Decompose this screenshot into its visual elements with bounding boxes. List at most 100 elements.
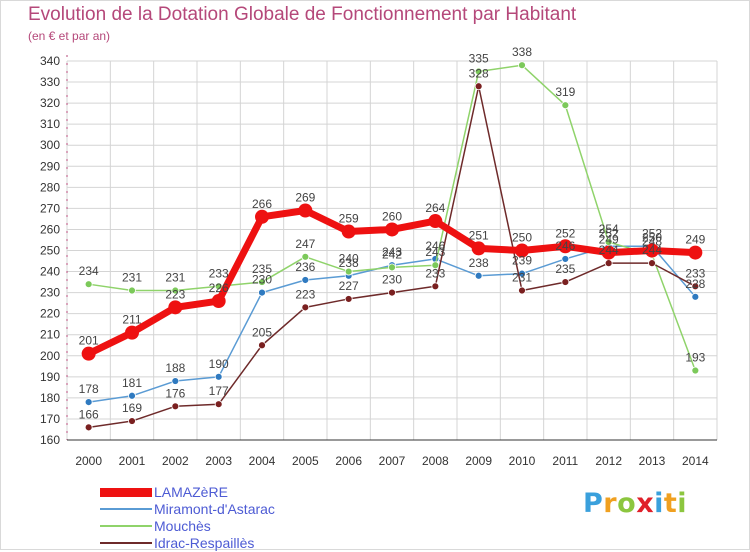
data-point [298,203,313,218]
data-point [604,259,613,268]
y-tick-label: 210 [40,328,60,342]
chart-subtitle: (en € et par an) [28,29,111,43]
data-label: 223 [165,287,185,301]
data-label: 205 [252,325,272,339]
data-point [518,286,526,295]
data-label: 188 [165,361,185,375]
y-tick-label: 340 [40,54,60,68]
data-point [255,209,269,224]
data-point [558,239,573,254]
data-point [214,400,223,409]
data-label: 264 [425,201,445,215]
data-label: 260 [382,209,402,223]
data-point [258,278,266,286]
data-label: 243 [425,245,445,259]
x-tick-label: 2004 [249,454,276,468]
data-label: 246 [425,239,445,253]
x-tick-label: 2005 [292,454,319,468]
data-point [341,224,356,239]
x-tick-label: 2001 [119,454,146,468]
x-tick-label: 2000 [75,454,102,468]
series-layer [81,61,703,432]
data-label: 244 [599,243,619,257]
data-label: 169 [122,401,142,415]
data-label: 319 [555,85,575,99]
y-tick-label: 230 [40,286,60,300]
data-point [604,238,613,246]
data-point [214,282,223,291]
legend-label: Miramont-d'Astarac [154,501,275,517]
data-point [84,423,93,432]
legend-swatch-idrac [100,542,152,544]
logo-letter: r [603,488,618,519]
logo-letter: P [583,488,604,519]
data-label: 252 [555,226,575,240]
data-label: 243 [382,245,402,259]
data-label: 252 [642,226,662,240]
data-point [128,391,136,400]
data-label: 193 [685,351,705,365]
data-label: 231 [512,271,532,285]
data-label: 249 [685,233,705,247]
data-point [171,286,180,295]
data-point [474,271,483,280]
data-point [691,282,700,291]
data-label: 335 [469,52,489,66]
data-label: 259 [339,212,359,226]
data-point [125,325,139,340]
logo-letter: x [636,488,655,519]
data-point [561,278,570,286]
data-label: 244 [642,243,662,257]
data-point [515,243,529,258]
data-label: 248 [642,235,662,249]
data-point [428,214,443,229]
y-tick-label: 160 [40,433,60,447]
data-point [258,288,266,297]
y-tick-label: 260 [40,222,60,236]
data-label: 269 [295,190,315,204]
logo-letter: i [677,488,688,519]
data-point [561,101,570,110]
x-tick-label: 2002 [162,454,189,468]
x-tick-label: 2011 [552,454,578,468]
data-point [561,255,570,263]
data-point [388,288,396,297]
data-point [431,282,440,291]
legend-label: LAMAZèRE [154,484,228,500]
data-label: 201 [79,334,99,348]
y-tick-label: 320 [40,96,60,110]
chart-title: Evolution de la Dotation Globale de Fonc… [28,4,577,25]
data-point [471,241,486,256]
x-tick-label: 2013 [639,454,666,468]
data-point [211,294,226,309]
y-tick-label: 310 [40,117,60,131]
data-label: 250 [512,231,532,245]
data-label: 230 [252,273,272,287]
legend-label: Mouchès [154,518,211,534]
data-point [385,222,399,237]
data-label: 178 [79,382,99,396]
logo-letter: i [654,488,664,519]
data-point [258,341,266,350]
y-tick-label: 250 [40,244,60,258]
x-tick-label: 2014 [682,454,709,468]
data-point [431,261,440,270]
data-label: 231 [122,271,142,285]
y-tick-label: 220 [40,307,60,321]
y-tick-label: 330 [40,75,60,89]
legend-label: Idrac-Respaillès [154,535,255,551]
x-tick-label: 2010 [509,454,536,468]
data-label: 211 [122,313,141,327]
data-label: 181 [122,376,142,390]
data-label: 266 [252,197,272,211]
y-tick-label: 200 [40,349,60,363]
legend-swatch-mouches [100,525,152,527]
data-point [688,245,703,260]
data-label: 251 [469,228,489,242]
data-label: 242 [382,247,402,261]
data-label: 227 [339,279,359,293]
data-label: 236 [295,260,315,274]
y-tick-label: 270 [40,201,60,215]
x-tick-label: 2007 [379,454,406,468]
